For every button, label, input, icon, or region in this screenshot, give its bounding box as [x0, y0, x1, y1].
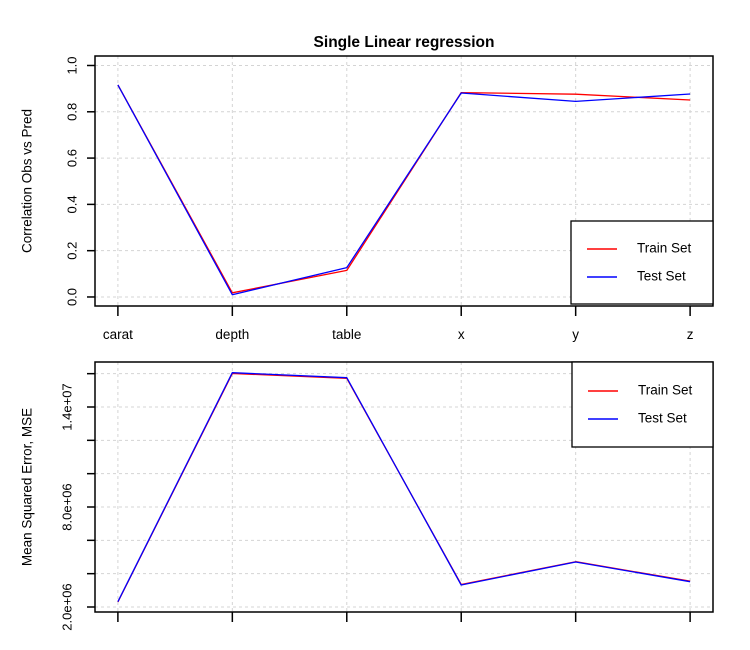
legend-label: Train Set: [637, 241, 692, 256]
y-tick-label: 0.4: [64, 195, 79, 213]
y-tick-label: 0.0: [64, 288, 79, 306]
x-tick-label: carat: [103, 327, 133, 342]
y-tick-label: 0.6: [64, 149, 79, 167]
chart-title: Single Linear regression: [314, 34, 495, 51]
y-tick-label: 2.0e+06: [59, 583, 74, 630]
bottom-panel-mse: 2.0e+06 8.0e+06 1.4e+07 Train Set Test Set: [59, 361, 714, 631]
y-axis-title-correlation: Correlation Obs vs Pred: [20, 109, 35, 253]
series-line-train-set: [117, 84, 691, 294]
y-tick-label: 8.0e+06: [59, 483, 74, 530]
legend-label: Test Set: [638, 411, 687, 426]
x-tick-label: table: [332, 327, 361, 342]
x-tick-label: z: [687, 327, 694, 342]
x-tick-label: x: [458, 327, 465, 342]
x-tick-label: y: [572, 327, 579, 342]
plot-box: [94, 361, 714, 613]
y-tick-label: 1.0: [64, 56, 79, 74]
top-panel-correlation: 0.0 0.2 0.4 0.6 0.8 1.0 carat depth table x y z Trai…: [64, 55, 714, 342]
series-line-test-set: [117, 372, 691, 602]
legend-label: Train Set: [638, 383, 693, 398]
series-line-test-set: [117, 84, 691, 296]
y-tick-label: 0.2: [64, 242, 79, 260]
y-axis-title-mse: Mean Squared Error, MSE: [20, 408, 35, 566]
legend-box: [571, 361, 714, 448]
y-tick-label: 0.8: [64, 103, 79, 121]
y-tick-label: 1.4e+07: [59, 383, 74, 430]
legend-box: [570, 220, 714, 305]
legend-label: Test Set: [637, 269, 686, 284]
x-tick-label: depth: [215, 327, 249, 342]
plot-box: [94, 55, 714, 307]
